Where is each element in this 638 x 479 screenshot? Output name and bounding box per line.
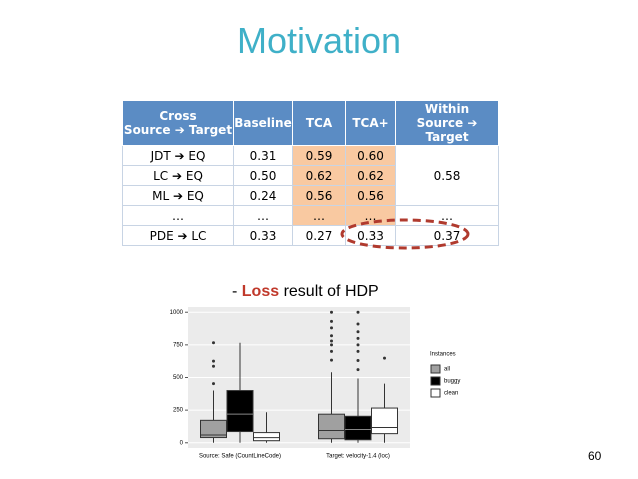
box bbox=[318, 413, 345, 440]
box bbox=[226, 390, 254, 433]
caption-highlight: Loss bbox=[241, 283, 280, 300]
outlier bbox=[356, 343, 360, 347]
outlier bbox=[383, 356, 386, 360]
y-tick-label: 1000 bbox=[170, 310, 184, 316]
cell: 0.58 bbox=[395, 145, 499, 206]
cell: ML ➔ EQ bbox=[122, 185, 234, 206]
outlier bbox=[330, 339, 333, 343]
cell: … bbox=[345, 205, 396, 226]
caption: - Loss result of HDP bbox=[232, 283, 379, 301]
cell: 0.33 bbox=[345, 225, 396, 246]
outlier bbox=[330, 358, 333, 362]
y-tick-label: 0 bbox=[180, 440, 184, 446]
x-tick-label: Target: velocity-1.4 (loc) bbox=[326, 454, 390, 460]
outlier bbox=[356, 349, 360, 353]
legend-swatch bbox=[430, 388, 441, 398]
cell: 0.37 bbox=[395, 225, 499, 246]
header-text: Source ➔ Target bbox=[416, 116, 478, 144]
outlier bbox=[330, 326, 333, 330]
outlier bbox=[356, 330, 360, 334]
header-cell: Within Source ➔ Target bbox=[395, 100, 499, 146]
outlier bbox=[330, 349, 333, 353]
outlier bbox=[356, 310, 360, 314]
caption-text: result of HDP bbox=[283, 283, 379, 300]
x-tick-label: Source: Safe (CountLineCode) bbox=[199, 454, 281, 460]
page-number: 60 bbox=[588, 449, 602, 463]
outlier bbox=[212, 364, 215, 368]
outlier bbox=[356, 336, 360, 340]
header-text: Cross bbox=[159, 109, 197, 123]
outlier bbox=[356, 359, 360, 363]
outlier bbox=[356, 368, 360, 372]
outlier bbox=[212, 382, 215, 386]
cell: 0.60 bbox=[345, 145, 396, 166]
legend-label: all bbox=[444, 367, 450, 373]
header-cell: TCA bbox=[292, 100, 346, 146]
legend-label: clean bbox=[444, 391, 458, 397]
highlight-ellipse bbox=[340, 218, 470, 250]
legend-label: buggy bbox=[444, 379, 460, 385]
outlier bbox=[330, 310, 333, 314]
results-table: Cross Source ➔ Target Baseline TCA TCA+ W… bbox=[122, 100, 499, 246]
cell: 0.56 bbox=[292, 185, 346, 206]
box bbox=[253, 432, 280, 442]
cell: 0.62 bbox=[292, 165, 346, 186]
outlier bbox=[212, 359, 215, 363]
legend-title: Instances bbox=[430, 352, 456, 358]
header-text: Baseline bbox=[234, 116, 292, 130]
y-tick-label: 750 bbox=[173, 342, 184, 348]
outlier bbox=[330, 334, 333, 338]
outlier bbox=[212, 341, 215, 345]
cell: 0.62 bbox=[345, 165, 396, 186]
header-text: Within bbox=[424, 102, 470, 116]
cell: 0.56 bbox=[345, 185, 396, 206]
legend-swatch bbox=[430, 364, 441, 374]
outlier bbox=[356, 322, 360, 326]
slide-title: Motivation bbox=[236, 20, 402, 61]
box bbox=[371, 407, 398, 435]
box bbox=[344, 415, 372, 441]
header-cell: Cross Source ➔ Target bbox=[122, 100, 234, 146]
outlier bbox=[330, 343, 333, 347]
header-text: TCA bbox=[305, 116, 333, 130]
y-tick-label: 250 bbox=[173, 408, 184, 414]
y-tick-label: 500 bbox=[173, 375, 184, 381]
cell: PDE ➔ LC bbox=[122, 225, 234, 246]
header-cell: TCA+ bbox=[345, 100, 396, 146]
caption-text: - bbox=[232, 283, 238, 300]
cell: 0.33 bbox=[233, 225, 293, 246]
legend-swatch bbox=[430, 376, 441, 386]
header-text: TCA+ bbox=[352, 116, 389, 130]
outlier bbox=[330, 319, 333, 323]
header-text: Source ➔ Target bbox=[123, 123, 233, 137]
cell: … bbox=[292, 205, 346, 226]
